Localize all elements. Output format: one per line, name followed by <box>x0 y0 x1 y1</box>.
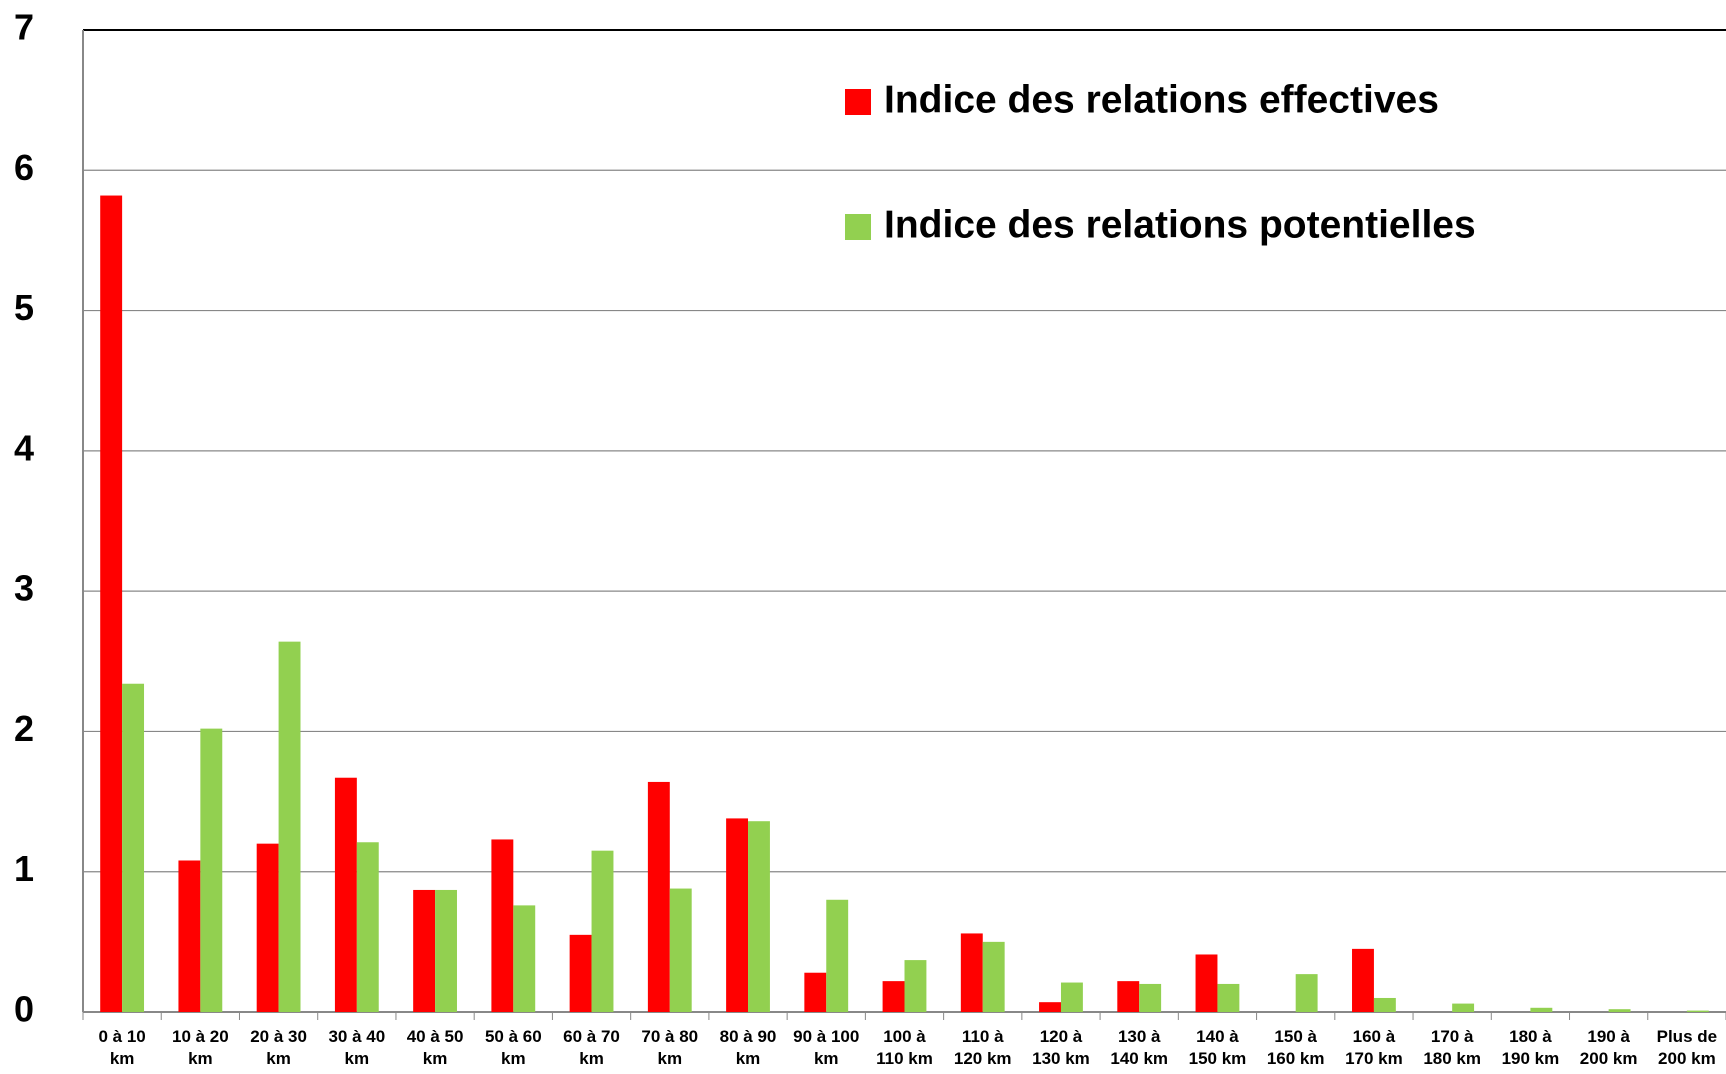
bar <box>804 972 827 1012</box>
x-tick-label: 90 à 100 km <box>793 1027 860 1068</box>
x-tick-label: 40 à 50 km <box>406 1027 464 1068</box>
bar <box>100 195 123 1013</box>
bar <box>1373 997 1396 1012</box>
y-tick-label: 2 <box>14 708 34 749</box>
bar <box>1039 1002 1061 1012</box>
y-tick-label: 7 <box>14 7 34 48</box>
bar <box>1195 954 1218 1012</box>
bar <box>1452 1003 1475 1012</box>
bar <box>200 728 223 1012</box>
bar <box>122 683 145 1012</box>
bar <box>569 934 592 1012</box>
bar <box>278 641 301 1012</box>
x-tick-label: 160 à 170 km <box>1345 1027 1403 1068</box>
bar <box>491 839 514 1012</box>
legend-label: Indice des relations effectives <box>884 78 1439 121</box>
x-tick-label: 110 à 120 km <box>953 1027 1012 1068</box>
bar <box>748 821 770 1012</box>
bar <box>1117 981 1140 1012</box>
y-tick-label: 3 <box>14 568 34 609</box>
x-tick-label: 190 à 200 km <box>1579 1027 1638 1068</box>
bar <box>513 905 536 1012</box>
x-tick-label: 130 à 140 km <box>1110 1027 1169 1068</box>
bar <box>1608 1009 1631 1012</box>
bar <box>1295 974 1318 1012</box>
bar <box>1352 948 1374 1012</box>
bar <box>435 889 457 1012</box>
x-tick-label: 30 à 40 km <box>328 1027 386 1068</box>
x-tick-label: 70 à 80 km <box>641 1027 699 1068</box>
x-tick-label: 100 à 110 km <box>876 1027 933 1068</box>
y-tick-label: 5 <box>14 287 34 328</box>
bar <box>1060 982 1083 1012</box>
bar <box>591 850 614 1012</box>
legend-label: Indice des relations potentielles <box>884 203 1476 246</box>
x-tick-label: 170 à 180 km <box>1423 1027 1481 1068</box>
bar <box>1530 1007 1553 1012</box>
x-tick-label: 120 à 130 km <box>1032 1027 1090 1068</box>
bar <box>826 899 849 1012</box>
bar <box>178 860 201 1012</box>
bar <box>1686 1010 1709 1012</box>
bar <box>356 842 379 1012</box>
y-tick-label: 1 <box>14 848 34 889</box>
x-tick-label: 60 à 70 km <box>563 1027 620 1068</box>
y-tick-label: 6 <box>14 147 34 188</box>
bar <box>882 981 905 1012</box>
x-tick-label: 50 à 60 km <box>484 1027 542 1068</box>
x-tick-label: 20 à 30 km <box>250 1027 307 1068</box>
x-tick-label: 140 à 150 km <box>1188 1027 1247 1068</box>
bar <box>413 889 436 1012</box>
bar <box>647 781 670 1012</box>
x-tick-label: 10 à 20 km <box>171 1027 229 1068</box>
bar <box>982 941 1005 1012</box>
y-tick-label: 0 <box>14 989 34 1030</box>
x-tick-label: 180 à 190 km <box>1501 1027 1560 1068</box>
legend-swatch <box>845 89 871 115</box>
bar <box>1139 983 1162 1012</box>
legend-swatch <box>845 214 871 240</box>
y-tick-label: 4 <box>14 427 34 468</box>
x-tick-label: 80 à 90 km <box>719 1027 777 1068</box>
bar <box>960 933 983 1012</box>
bar <box>726 818 749 1012</box>
x-tick-label: 150 à 160 km <box>1266 1027 1325 1068</box>
x-tick-label: Plus de 200 km <box>1656 1027 1718 1068</box>
bar <box>334 777 357 1012</box>
x-tick-label: 0 à 10 km <box>98 1027 146 1068</box>
bar <box>1217 983 1240 1012</box>
bar <box>256 843 279 1012</box>
bar <box>904 960 927 1012</box>
bar <box>669 888 692 1012</box>
